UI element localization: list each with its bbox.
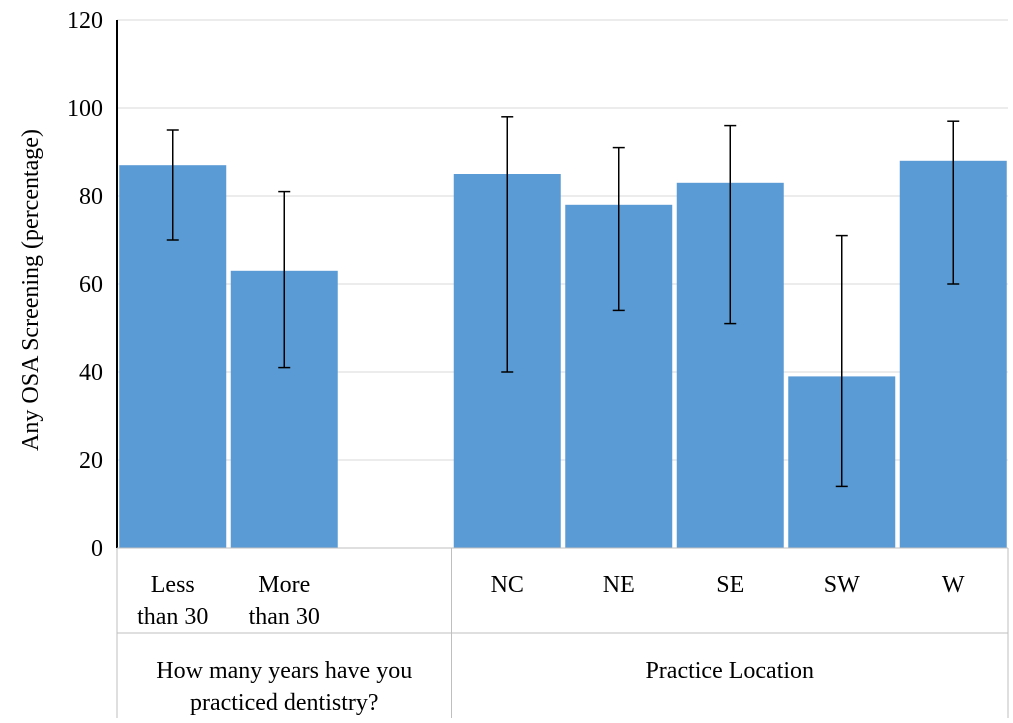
axes [116, 20, 1009, 718]
y-tick-label: 40 [79, 360, 103, 386]
group-labels: How many years have you practiced dentist… [156, 658, 814, 716]
group-label: How many years have you practiced dentist… [156, 658, 412, 716]
y-tick-label: 60 [79, 272, 103, 298]
y-tick-label: 120 [67, 8, 103, 34]
y-tick-label: 80 [79, 184, 103, 210]
bars [119, 160, 1007, 549]
category-label: SW [824, 572, 860, 598]
category-label: More than 30 [249, 572, 320, 630]
y-axis-title: Any OSA Screening (percentage) [18, 129, 44, 451]
category-label: W [942, 572, 965, 598]
category-label: SE [716, 572, 744, 598]
y-tick-labels: 0 20 40 60 80 100 120 [67, 8, 103, 562]
category-label: Less than 30 [137, 572, 208, 630]
y-tick-label: 20 [79, 448, 103, 474]
error-bars [166, 116, 960, 488]
y-tick-label: 0 [91, 536, 103, 562]
category-label: NC [491, 572, 524, 598]
group-label: Practice Location [645, 658, 814, 684]
category-labels: Less than 30 More than 30 NC NE SE SW W [137, 572, 965, 630]
y-tick-label: 100 [67, 96, 103, 122]
category-label: NE [603, 572, 635, 598]
